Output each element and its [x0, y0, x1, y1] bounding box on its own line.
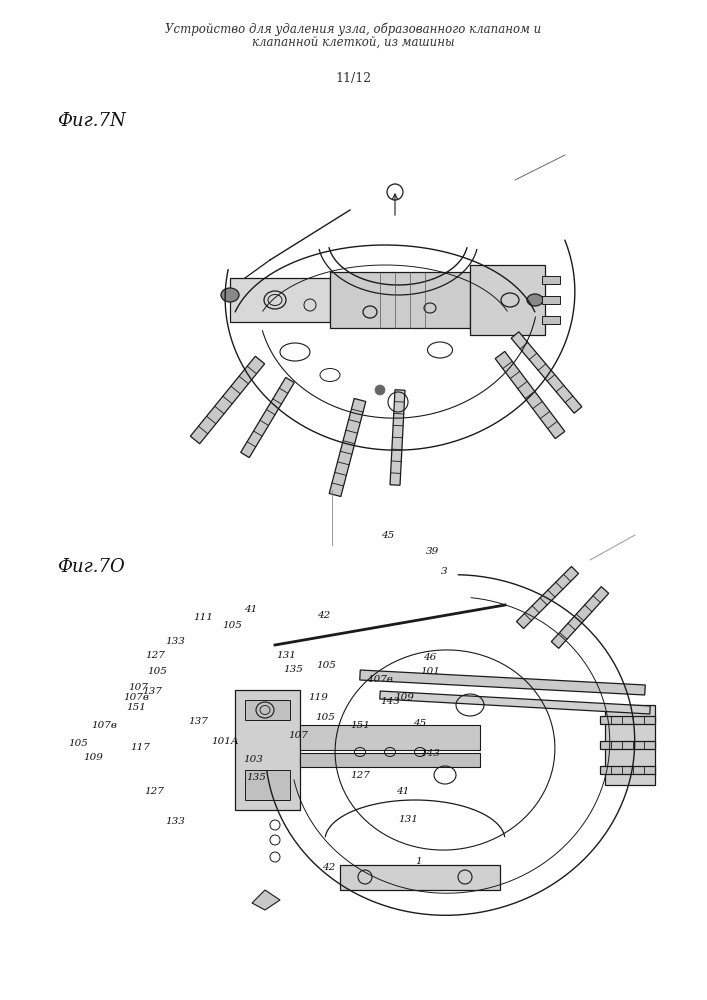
- Text: 105: 105: [222, 620, 242, 630]
- Polygon shape: [605, 705, 655, 785]
- Polygon shape: [190, 356, 264, 444]
- Text: 41: 41: [244, 605, 257, 614]
- Text: 135: 135: [284, 666, 303, 674]
- Text: 103: 103: [243, 756, 263, 764]
- Text: 109: 109: [395, 694, 414, 702]
- Text: 41: 41: [397, 788, 409, 796]
- Polygon shape: [240, 377, 294, 458]
- Text: клапанной клеткой, из машины: клапанной клеткой, из машины: [252, 36, 455, 49]
- Text: 3: 3: [440, 568, 448, 576]
- Text: 105: 105: [317, 660, 337, 670]
- Text: 127: 127: [146, 650, 165, 660]
- Text: 107в: 107в: [368, 676, 393, 684]
- Polygon shape: [600, 766, 655, 774]
- Polygon shape: [551, 587, 609, 648]
- Polygon shape: [360, 670, 645, 695]
- Text: Устройство для удаления узла, образованного клапаном и: Устройство для удаления узла, образованн…: [165, 22, 542, 35]
- Text: 105: 105: [315, 714, 335, 722]
- Text: 143: 143: [380, 698, 400, 706]
- Polygon shape: [600, 716, 655, 724]
- Polygon shape: [511, 332, 582, 413]
- Polygon shape: [380, 691, 650, 714]
- Text: 137: 137: [188, 718, 208, 726]
- Text: 101: 101: [420, 668, 440, 676]
- Text: 133: 133: [165, 818, 185, 826]
- Ellipse shape: [527, 294, 543, 306]
- Text: 133: 133: [165, 638, 185, 647]
- Text: 45: 45: [414, 720, 426, 728]
- Polygon shape: [235, 690, 300, 810]
- Text: 151: 151: [126, 704, 146, 712]
- Polygon shape: [330, 272, 470, 328]
- FancyBboxPatch shape: [542, 316, 560, 324]
- Polygon shape: [517, 566, 578, 629]
- Text: 105: 105: [68, 740, 88, 748]
- Circle shape: [375, 385, 385, 395]
- Text: Фиг.7N: Фиг.7N: [57, 112, 125, 130]
- Text: 109: 109: [83, 754, 103, 762]
- Text: 131: 131: [398, 816, 418, 824]
- Text: 105: 105: [147, 668, 167, 676]
- Text: 117: 117: [130, 744, 150, 752]
- Polygon shape: [600, 741, 655, 749]
- Text: 107в: 107в: [92, 720, 117, 730]
- Polygon shape: [245, 770, 290, 800]
- Polygon shape: [252, 890, 280, 910]
- Text: 107: 107: [129, 682, 148, 692]
- Text: 107в: 107в: [123, 692, 148, 702]
- Text: 107: 107: [288, 730, 308, 740]
- Polygon shape: [340, 865, 500, 890]
- Text: 127: 127: [351, 770, 370, 780]
- Ellipse shape: [221, 288, 239, 302]
- Polygon shape: [300, 753, 480, 767]
- Text: Фиг.7O: Фиг.7O: [57, 558, 124, 576]
- Text: 11/12: 11/12: [335, 72, 372, 85]
- Text: 45: 45: [381, 530, 394, 540]
- Text: 127: 127: [144, 788, 164, 796]
- Text: 135: 135: [246, 774, 266, 782]
- Text: 119: 119: [308, 694, 328, 702]
- Text: 143: 143: [420, 750, 440, 758]
- Polygon shape: [245, 700, 290, 720]
- Text: 42: 42: [317, 610, 330, 619]
- Polygon shape: [495, 351, 565, 439]
- Text: 1: 1: [415, 857, 422, 866]
- FancyBboxPatch shape: [542, 276, 560, 284]
- Text: 137: 137: [142, 688, 162, 696]
- Text: 101А: 101А: [211, 738, 239, 746]
- Text: 131: 131: [276, 650, 296, 660]
- Text: 42: 42: [322, 863, 335, 872]
- Polygon shape: [230, 278, 330, 322]
- Polygon shape: [300, 725, 480, 750]
- Text: 111: 111: [194, 613, 214, 622]
- Text: 46: 46: [423, 654, 436, 662]
- FancyBboxPatch shape: [542, 296, 560, 304]
- Text: 39: 39: [426, 548, 439, 556]
- Polygon shape: [470, 265, 545, 335]
- Polygon shape: [329, 398, 366, 497]
- Text: 151: 151: [351, 722, 370, 730]
- Polygon shape: [390, 390, 405, 485]
